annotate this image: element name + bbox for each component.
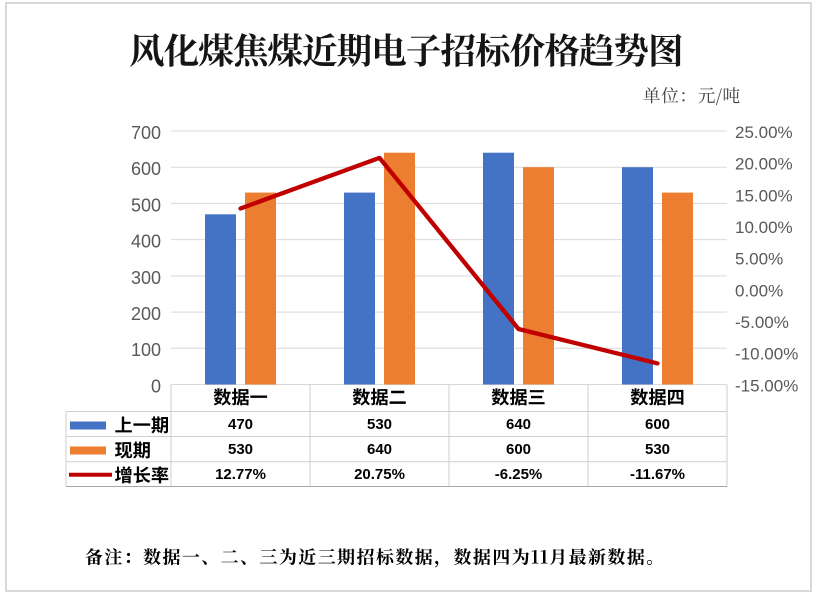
svg-text:700: 700 [131, 123, 161, 143]
svg-text:640: 640 [367, 441, 392, 458]
svg-text:20.75%: 20.75% [354, 466, 405, 483]
svg-text:530: 530 [228, 441, 253, 458]
svg-text:600: 600 [645, 416, 670, 433]
svg-text:640: 640 [506, 416, 531, 433]
svg-text:300: 300 [131, 268, 161, 288]
svg-text:-5.00%: -5.00% [735, 313, 789, 332]
svg-text:12.77%: 12.77% [215, 466, 266, 483]
svg-text:0: 0 [151, 376, 161, 396]
svg-text:100: 100 [131, 340, 161, 360]
svg-text:400: 400 [131, 232, 161, 252]
svg-text:600: 600 [131, 159, 161, 179]
svg-text:10.00%: 10.00% [735, 218, 793, 237]
svg-text:600: 600 [506, 441, 531, 458]
svg-text:5.00%: 5.00% [735, 250, 783, 269]
svg-text:25.00%: 25.00% [735, 123, 793, 142]
svg-text:0.00%: 0.00% [735, 281, 783, 300]
svg-text:-15.00%: -15.00% [735, 376, 798, 395]
svg-text:-11.67%: -11.67% [630, 466, 685, 483]
svg-text:530: 530 [367, 416, 392, 433]
svg-text:20.00%: 20.00% [735, 155, 793, 174]
svg-text:500: 500 [131, 195, 161, 215]
svg-text:530: 530 [645, 441, 670, 458]
svg-text:470: 470 [228, 416, 253, 433]
svg-text:200: 200 [131, 304, 161, 324]
svg-text:-10.00%: -10.00% [735, 345, 798, 364]
svg-text:15.00%: 15.00% [735, 186, 793, 205]
svg-text:-6.25%: -6.25% [495, 466, 543, 483]
